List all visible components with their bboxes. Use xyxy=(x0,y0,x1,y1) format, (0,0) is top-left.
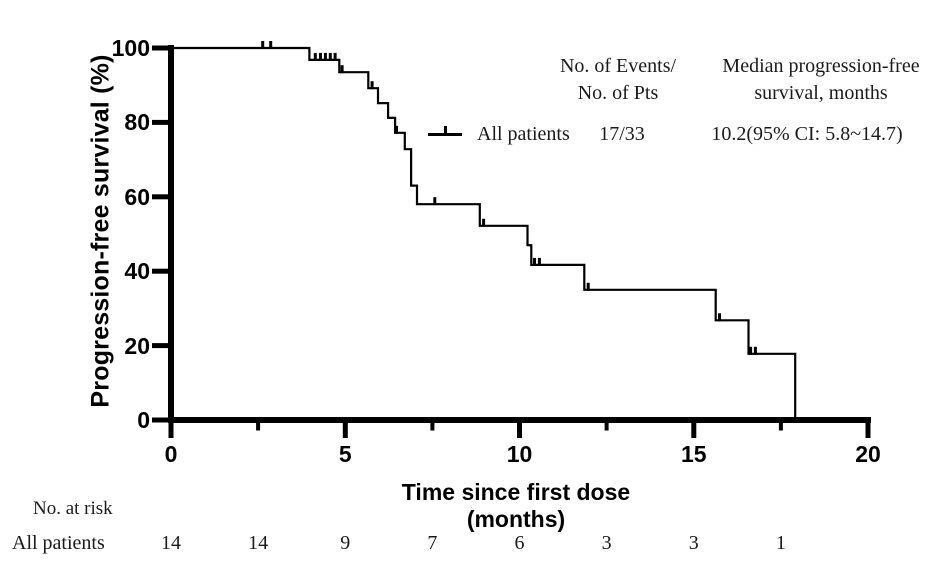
risk-count-t0: 14 xyxy=(161,532,181,554)
x-tick-label-5: 5 xyxy=(338,441,352,467)
risk-count-t10: 6 xyxy=(514,532,525,554)
legend-censor-tick xyxy=(443,126,447,136)
censor-line-icon xyxy=(428,126,462,136)
y-tick-label-100: 100 xyxy=(111,35,150,61)
risk-count-t17.5: 1 xyxy=(775,532,786,554)
risk-count-t2.5: 14 xyxy=(248,532,269,554)
risk-row-label: All patients xyxy=(12,532,105,554)
median-header-line1: Median progression-free xyxy=(722,55,920,77)
risk-count-t15: 3 xyxy=(688,532,699,554)
x-axis-label: Time since first dose (months) xyxy=(401,479,631,532)
legend-series-label: All patients xyxy=(477,123,570,145)
x-tick-label-15: 15 xyxy=(681,441,707,467)
events-header-line2: No. of Pts xyxy=(577,82,659,104)
events-column-header: No. of Events/ No. of Pts xyxy=(508,53,728,107)
median-column-header: Median progression-free survival, months xyxy=(695,53,931,107)
risk-count-t7.5: 7 xyxy=(427,532,438,554)
x-tick-label-10: 10 xyxy=(506,441,533,467)
km-curve-all-patients xyxy=(171,46,797,420)
events-header-line1: No. of Events/ xyxy=(559,55,677,77)
x-tick-label-0: 0 xyxy=(164,441,178,467)
median-survival-value: 10.2(95% CI: 5.8~14.7) xyxy=(711,123,903,145)
y-tick-label-20: 20 xyxy=(124,332,150,359)
x-tick-label-20: 20 xyxy=(855,441,881,467)
events-value: 17/33 xyxy=(599,123,645,145)
risk-table-title: No. at risk xyxy=(33,498,113,519)
risk-count-t5: 9 xyxy=(340,532,351,554)
y-tick-label-0: 0 xyxy=(137,407,150,433)
y-tick-label-40: 40 xyxy=(124,258,150,285)
risk-count-t12.5: 3 xyxy=(601,532,612,554)
y-tick-label-60: 60 xyxy=(124,183,150,210)
y-tick-label-80: 80 xyxy=(124,109,150,136)
median-header-line2: survival, months xyxy=(754,82,888,104)
